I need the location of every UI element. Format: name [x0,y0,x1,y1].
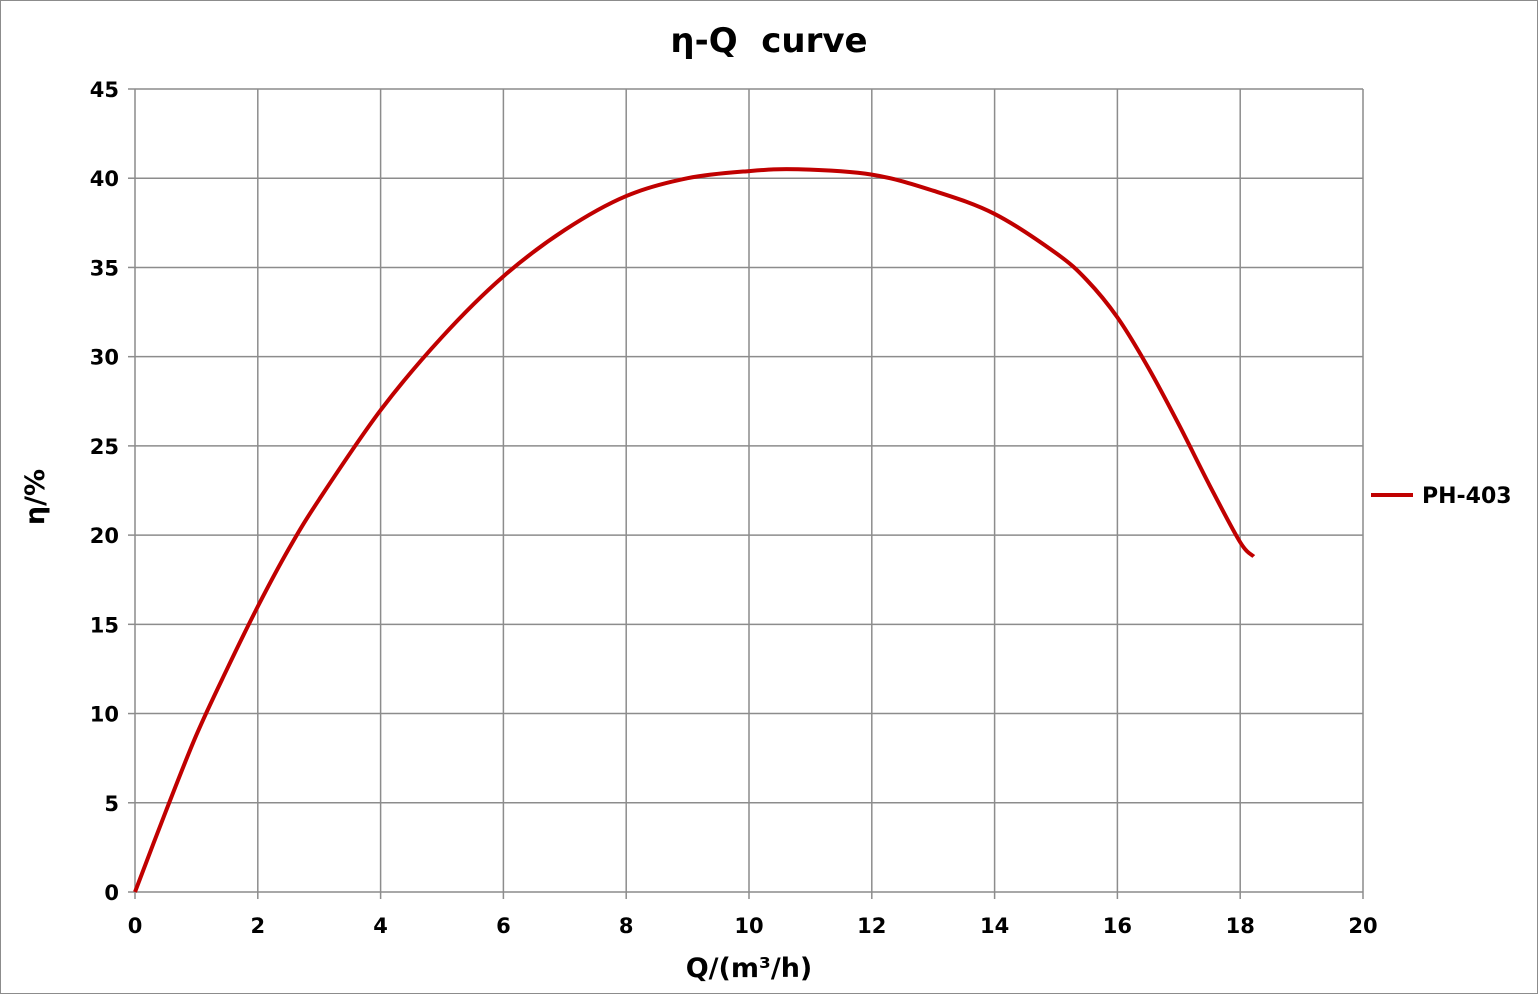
x-tick-label-2: 2 [250,914,265,938]
y-tick-label-20: 20 [90,524,119,548]
y-tick-label-0: 0 [104,881,119,905]
x-tick-label-12: 12 [857,914,886,938]
x-tick-label-20: 20 [1348,914,1377,938]
grid [135,88,1364,892]
chart-title: η-Q curve [670,21,867,61]
x-tick-label-18: 18 [1226,914,1255,938]
y-tick-label-15: 15 [90,613,119,637]
y-tick-label-45: 45 [90,78,119,102]
y-tick-label-35: 35 [90,256,119,280]
x-tick-label-16: 16 [1103,914,1132,938]
x-tick-label-4: 4 [373,914,388,938]
x-tick-label-10: 10 [734,914,763,938]
series-lines [133,167,1256,893]
y-tick-label-30: 30 [90,346,119,370]
legend-label-ph-403: PH-403 [1422,484,1512,509]
y-axis-title: η/% [20,469,51,525]
x-axis-title: Q/(m³/h) [686,953,813,984]
x-axis-ticks: 0 2 4 6 8 10 12 14 16 18 20 [128,892,1378,938]
x-tick-label-6: 6 [496,914,511,938]
x-tick-label-8: 8 [619,914,634,938]
series-line-ph-403 [133,167,1256,893]
y-tick-label-40: 40 [90,167,119,191]
y-tick-label-25: 25 [90,435,119,459]
x-tick-label-0: 0 [128,914,143,938]
legend: PH-403 [1371,484,1512,509]
y-tick-label-5: 5 [104,792,119,816]
x-tick-label-14: 14 [980,914,1009,938]
y-axis-ticks: 0 5 10 15 20 25 30 35 40 45 [90,78,135,905]
y-tick-label-10: 10 [90,703,119,727]
